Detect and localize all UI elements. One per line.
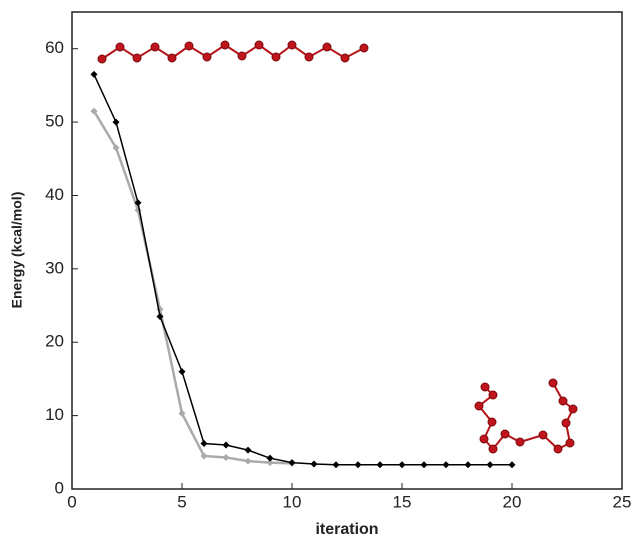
point: [332, 461, 340, 469]
point: [112, 144, 120, 152]
point: [244, 446, 252, 454]
y-tick-label: 50: [45, 112, 64, 131]
series-line: [92, 110, 293, 465]
y-tick-label: 10: [45, 405, 64, 424]
point: [222, 441, 230, 449]
series-line: [93, 74, 512, 466]
x-tick-label: 10: [283, 492, 302, 511]
point: [90, 107, 98, 115]
point: [508, 461, 516, 469]
y-tick-label: 60: [45, 38, 64, 57]
x-tick-label: 0: [67, 492, 76, 511]
y-axis-label: Energy (kcal/mol): [9, 192, 25, 309]
point: [200, 452, 208, 460]
point: [244, 457, 252, 465]
point: [156, 313, 164, 321]
point: [178, 368, 186, 376]
point: [90, 70, 98, 78]
point: [288, 459, 296, 467]
point: [112, 118, 120, 126]
x-axis-label: iteration: [315, 521, 378, 538]
point: [266, 459, 274, 467]
y-tick-label: 40: [45, 185, 64, 204]
x-tick-label: 5: [177, 492, 186, 511]
point: [398, 461, 406, 469]
y-tick-label: 20: [45, 332, 64, 351]
point: [376, 461, 384, 469]
point: [486, 461, 494, 469]
y-tick-label: 0: [55, 478, 64, 497]
molecule-folded: [474, 378, 578, 454]
point: [464, 461, 472, 469]
point: [178, 409, 186, 417]
molecule-extended: [97, 40, 369, 64]
point: [200, 440, 208, 448]
point: [134, 199, 142, 207]
point: [266, 454, 274, 462]
point: [420, 461, 428, 469]
x-tick-label: 25: [613, 492, 632, 511]
point: [442, 461, 450, 469]
y-tick-label: 30: [45, 258, 64, 277]
x-tick-label: 20: [503, 492, 522, 511]
point: [310, 460, 318, 468]
point: [354, 461, 362, 469]
point: [222, 453, 230, 461]
plot-frame: [71, 11, 623, 490]
x-tick-label: 15: [393, 492, 412, 511]
